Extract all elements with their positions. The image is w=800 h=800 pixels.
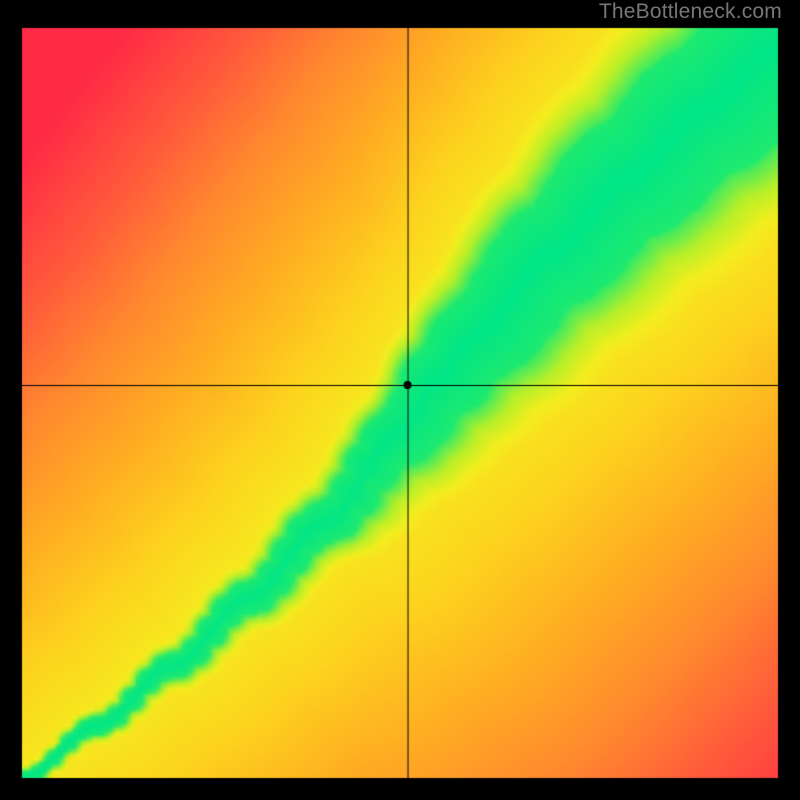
heatmap-canvas	[0, 0, 800, 800]
watermark-text: TheBottleneck.com	[599, 0, 782, 24]
